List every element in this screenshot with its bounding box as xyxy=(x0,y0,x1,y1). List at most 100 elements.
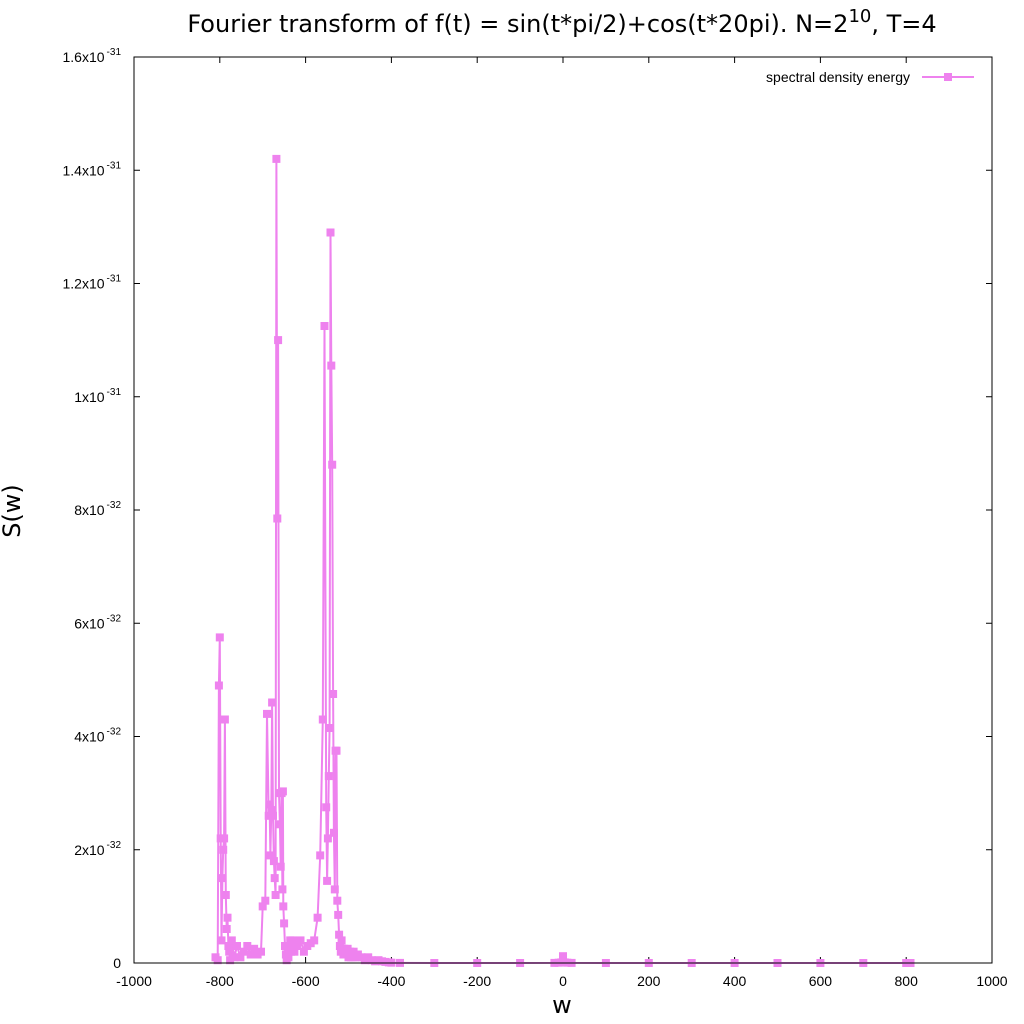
data-point xyxy=(313,913,322,922)
data-point xyxy=(323,834,332,843)
data-point xyxy=(257,947,265,956)
x-tick-label: 800 xyxy=(895,973,919,989)
data-point xyxy=(218,874,227,883)
data-point xyxy=(271,891,280,899)
data-point xyxy=(267,806,276,815)
y-tick-label: 0 xyxy=(113,955,121,971)
x-tick-label: 600 xyxy=(809,973,833,989)
data-point xyxy=(213,956,222,965)
data-point xyxy=(224,942,233,950)
data-point xyxy=(225,947,234,956)
data-point xyxy=(335,930,344,939)
y-axis-label: S(w) xyxy=(0,484,26,538)
x-tick-label: 400 xyxy=(723,973,747,989)
y-tick-label: 1.4x10 -31 xyxy=(63,160,122,178)
data-point xyxy=(214,681,223,690)
data-point xyxy=(324,772,333,781)
data-point xyxy=(243,942,252,950)
data-point xyxy=(270,874,279,883)
data-point xyxy=(278,885,287,894)
data-point xyxy=(323,876,332,885)
chart-title: Fourier transform of f(t) = sin(t*pi/2)+… xyxy=(187,6,936,38)
data-point xyxy=(559,952,567,961)
data-point xyxy=(281,942,289,950)
y-tick-label: 2x10 -32 xyxy=(74,840,121,858)
data-point xyxy=(276,862,285,871)
chart-title-main: Fourier transform of f(t) = sin(t*pi/2)+… xyxy=(187,10,848,38)
data-point xyxy=(230,953,239,962)
data-point xyxy=(278,787,287,796)
data-point xyxy=(265,800,274,809)
data-point xyxy=(236,953,245,962)
y-tick-label: 8x10 -32 xyxy=(74,500,121,518)
data-point xyxy=(279,902,288,911)
data-point xyxy=(269,857,278,866)
x-tick-label: 0 xyxy=(559,973,567,989)
data-point xyxy=(333,896,342,905)
x-tick-label: -800 xyxy=(206,973,234,989)
data-point xyxy=(273,514,282,523)
data-point xyxy=(299,947,308,956)
data-point xyxy=(268,698,277,707)
data-point xyxy=(325,724,334,732)
data-point xyxy=(288,936,297,945)
data-point xyxy=(329,828,338,837)
data-point xyxy=(219,845,228,854)
data-point xyxy=(272,154,281,163)
legend-marker xyxy=(944,73,952,81)
data-point xyxy=(322,803,331,812)
axis-ticks: -1000 -800 -600 -400 -200 0 200 400 600 800 1000 0 2… xyxy=(63,47,1008,989)
x-tick-label: -600 xyxy=(292,973,320,989)
data-point xyxy=(239,947,248,956)
legend-label: spectral density energy xyxy=(766,69,910,85)
data-point xyxy=(220,834,229,843)
data-point xyxy=(227,936,236,945)
data-point xyxy=(310,936,319,945)
data-point xyxy=(226,956,235,965)
data-point xyxy=(337,936,346,945)
data-point xyxy=(328,460,337,469)
data-point xyxy=(264,811,273,820)
data-point xyxy=(330,885,339,894)
y-tick-label: 1.2x10 -31 xyxy=(63,274,122,292)
x-tick-label: 200 xyxy=(637,973,661,989)
y-tick-label: 4x10 -32 xyxy=(74,727,121,745)
data-point xyxy=(284,953,293,962)
chart-title-suffix: , T=4 xyxy=(871,10,936,38)
data-point xyxy=(290,947,299,956)
data-point xyxy=(318,715,327,724)
data-point xyxy=(349,947,358,956)
data-point xyxy=(250,944,259,953)
data-point xyxy=(215,633,224,642)
plot-border xyxy=(133,56,993,964)
x-tick-label: -400 xyxy=(377,973,405,989)
data-point xyxy=(287,942,296,950)
data-point xyxy=(261,896,270,905)
data-point xyxy=(222,925,231,933)
chart-title-exponent: 10 xyxy=(848,6,871,27)
data-point xyxy=(223,913,232,922)
data-point xyxy=(266,851,275,860)
data-point xyxy=(327,361,336,370)
data-point xyxy=(263,709,271,718)
data-point xyxy=(280,919,289,928)
data-point xyxy=(326,228,335,237)
y-tick-label: 1x10 -31 xyxy=(74,387,121,405)
data-point xyxy=(274,336,283,345)
data-point xyxy=(258,902,267,911)
data-point xyxy=(296,936,305,945)
data-point xyxy=(329,690,338,698)
legend: spectral density energy xyxy=(766,69,974,85)
data-point xyxy=(275,820,284,829)
data-point xyxy=(269,811,277,820)
data-point xyxy=(332,746,341,755)
data-point xyxy=(293,942,301,950)
data-point xyxy=(246,950,255,959)
x-tick-label: -200 xyxy=(463,973,491,989)
y-tick-label: 6x10 -32 xyxy=(74,613,121,631)
x-tick-label: -1000 xyxy=(116,973,152,989)
x-axis-label: w xyxy=(552,991,572,1019)
data-point xyxy=(217,936,226,945)
